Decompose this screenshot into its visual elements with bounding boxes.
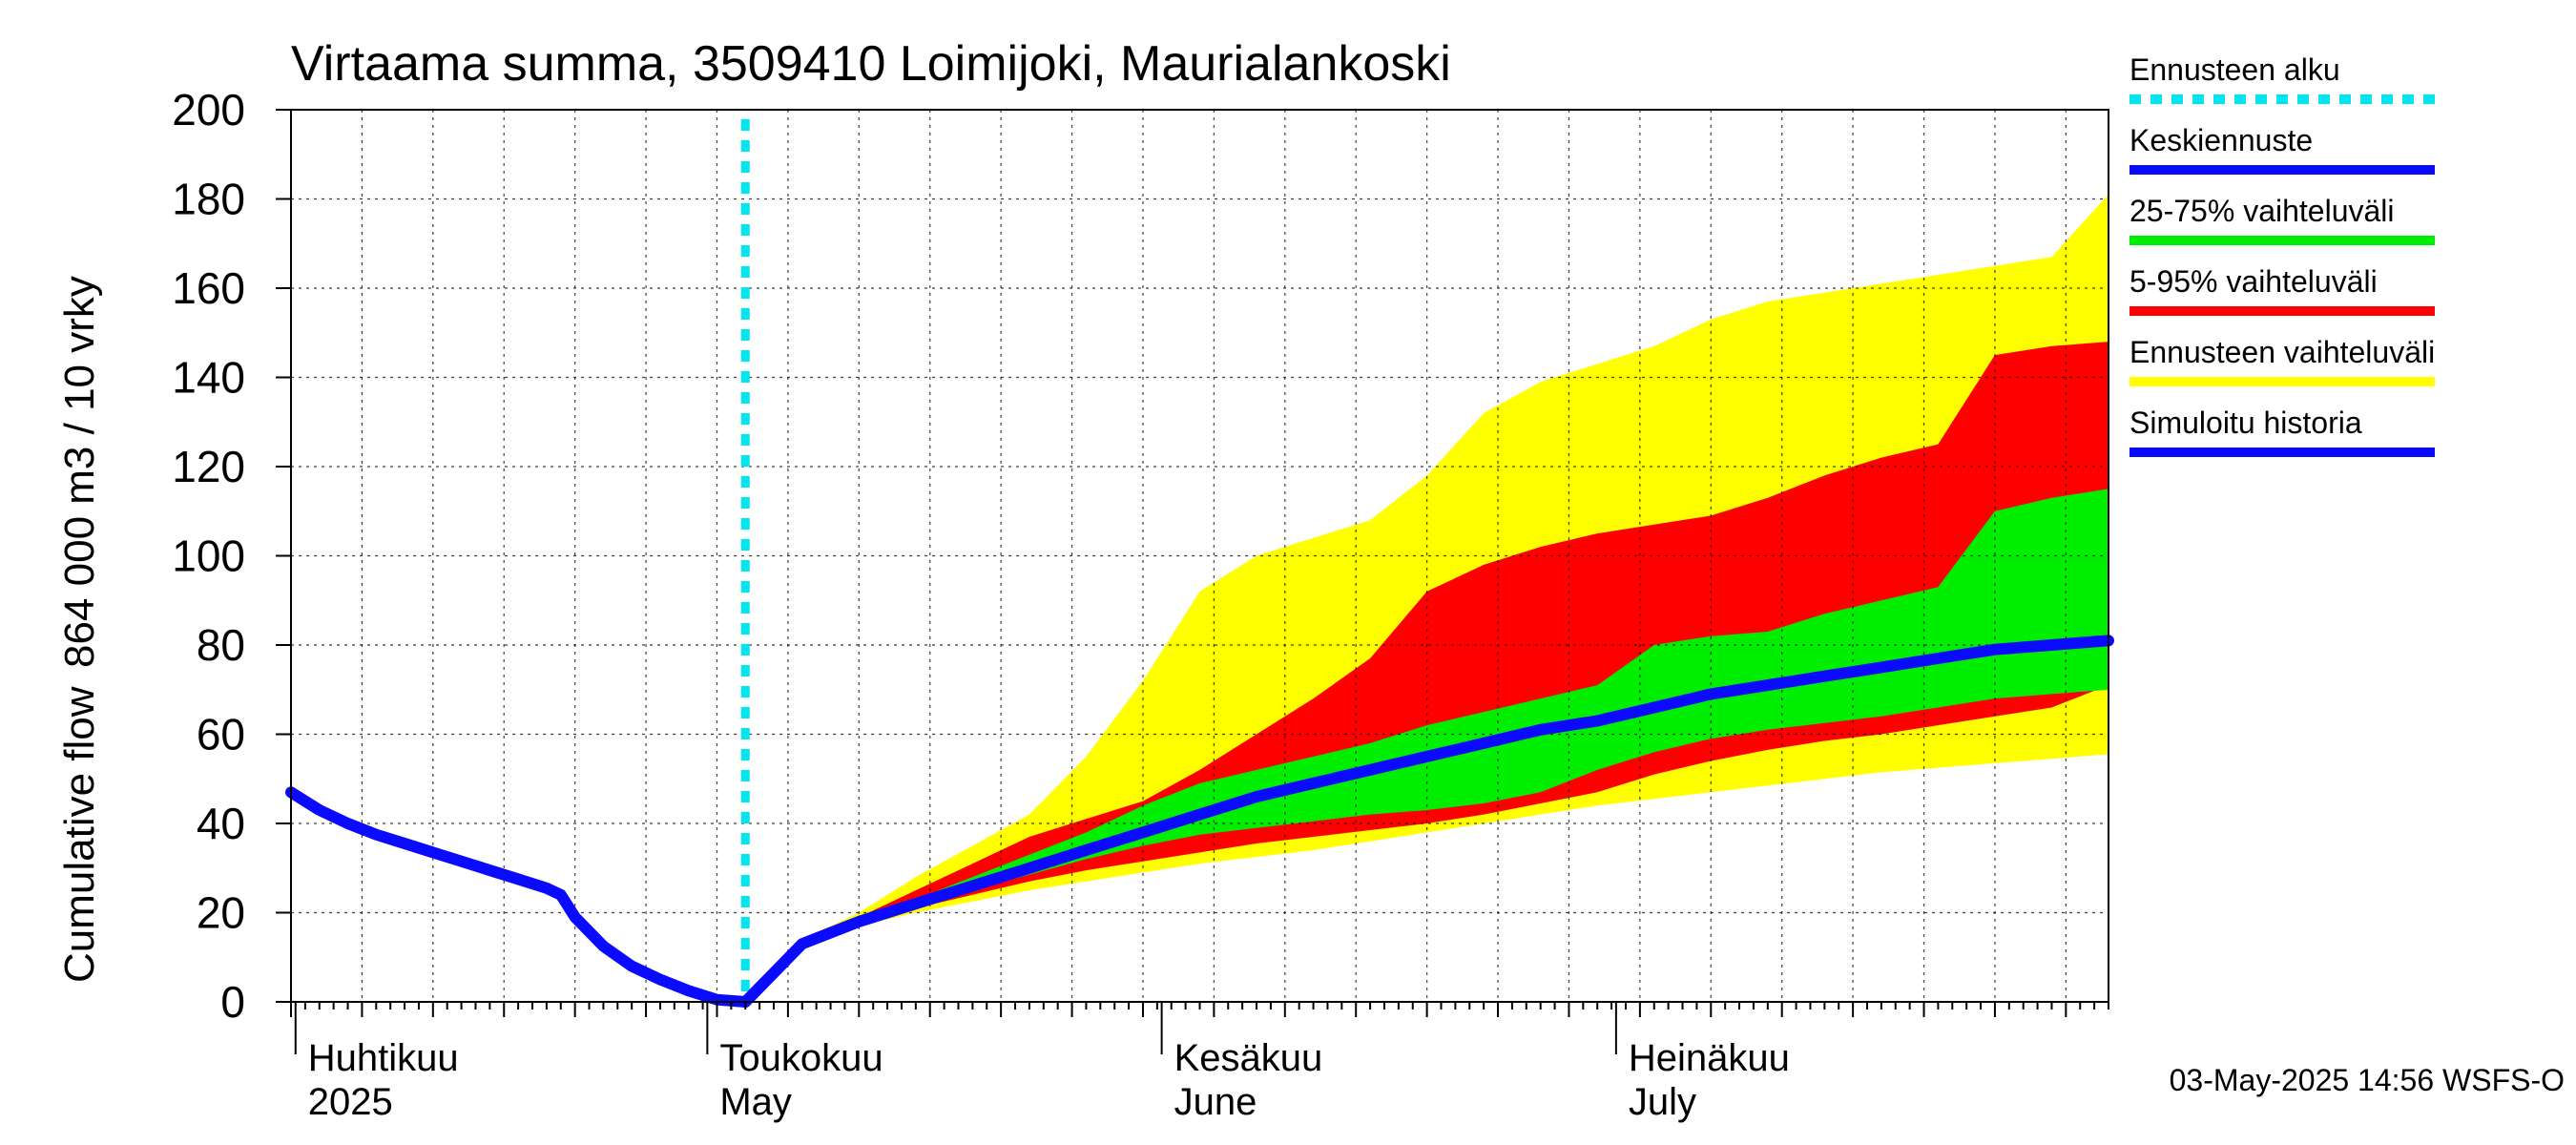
series-lines — [285, 119, 2114, 1008]
legend-label: 5-95% vaihteluväli — [2129, 264, 2378, 299]
y-axis-label-units: 864 000 m3 / 10 vrky — [56, 276, 103, 668]
x-month-label-en: May — [719, 1081, 792, 1123]
x-month-label-fi: Huhtikuu — [308, 1037, 459, 1079]
y-tick-label: 100 — [172, 531, 245, 581]
x-month-label-en: 2025 — [308, 1081, 393, 1123]
y-tick-label: 80 — [197, 620, 245, 670]
mean-forecast-line — [739, 635, 2114, 1008]
y-tick-label: 180 — [172, 175, 245, 224]
legend-label: Ennusteen alku — [2129, 52, 2340, 87]
x-month-label-fi: Kesäkuu — [1174, 1037, 1323, 1079]
grid-lines — [291, 110, 2109, 1002]
y-tick-labels: 0 20 40 60 80 100 120 140 160 180 200 — [172, 85, 291, 1027]
y-tick-label: 120 — [172, 442, 245, 491]
legend-label: 25-75% vaihteluväli — [2129, 194, 2395, 228]
x-month-label-en: July — [1629, 1081, 1696, 1123]
legend-label: Keskiennuste — [2129, 123, 2313, 157]
y-tick-label: 140 — [172, 353, 245, 403]
y-tick-label: 200 — [172, 85, 245, 135]
x-month-label-en: June — [1174, 1081, 1257, 1123]
legend: Ennusteen alku Keskiennuste 25-75% vaihtel… — [2129, 52, 2435, 457]
x-month-label-fi: Toukokuu — [719, 1037, 883, 1079]
y-axis-label-primary: Cumulative flow — [56, 686, 103, 983]
legend-label: Simuloitu historia — [2129, 406, 2362, 440]
legend-label: Ennusteen vaihteluväli — [2129, 335, 2435, 369]
simulated-history-line — [285, 786, 752, 1008]
x-month-label-fi: Heinäkuu — [1629, 1037, 1790, 1079]
chart-title: Virtaama summa, 3509410 Loimijoki, Mauri… — [291, 36, 1451, 92]
y-tick-label: 60 — [197, 710, 245, 760]
y-tick-label: 40 — [197, 799, 245, 848]
y-tick-label: 160 — [172, 263, 245, 313]
y-tick-label: 20 — [197, 888, 245, 938]
timestamp-label: 03-May-2025 14:56 WSFS-O — [2170, 1063, 2565, 1097]
y-tick-label: 0 — [220, 977, 245, 1027]
